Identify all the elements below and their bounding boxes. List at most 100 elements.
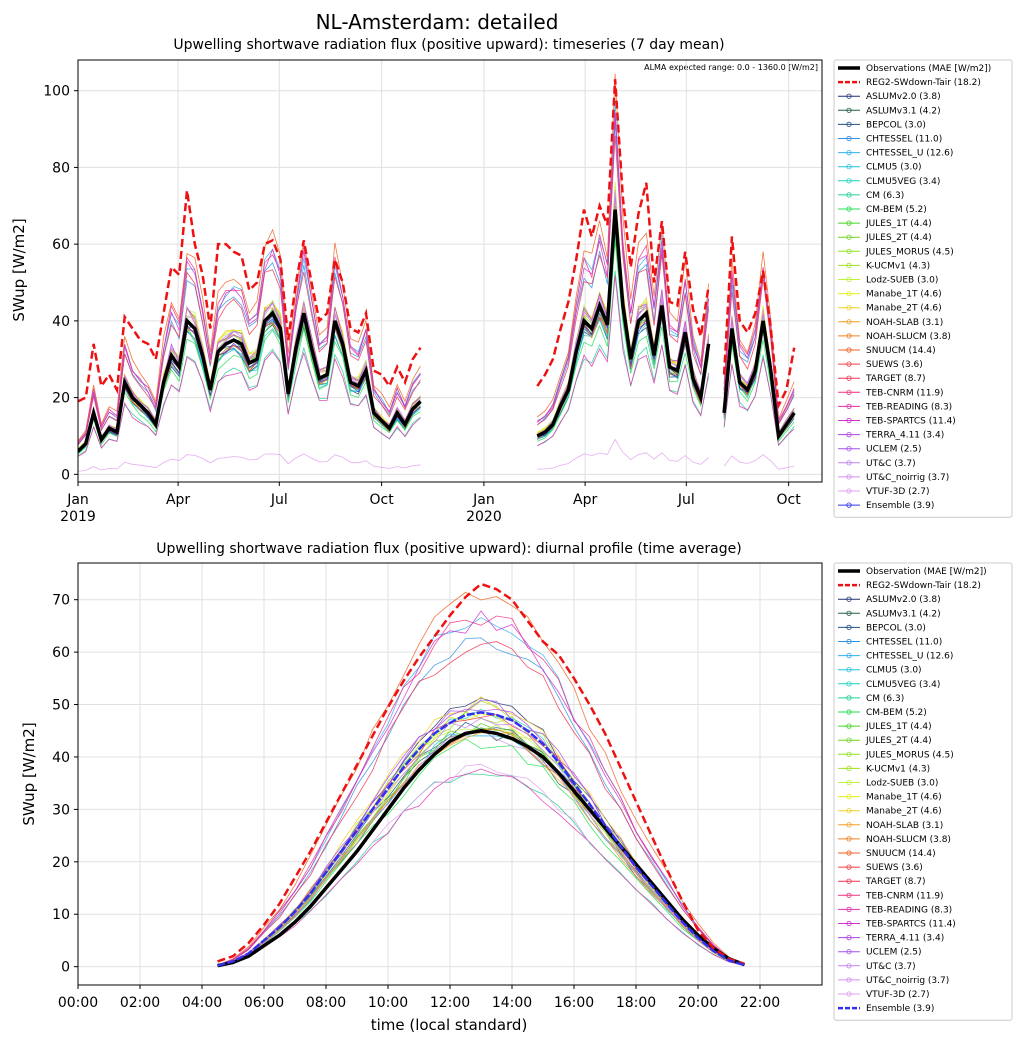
x-tick-label: Apr bbox=[166, 492, 190, 508]
legend-label-observations: Observations (MAE [W/m2]) bbox=[866, 64, 991, 74]
legend-label-ut-c: UT&C (3.7) bbox=[866, 962, 916, 972]
legend-marker bbox=[846, 206, 852, 212]
series-line-observations bbox=[78, 209, 796, 453]
legend-marker bbox=[846, 949, 852, 955]
legend-marker bbox=[846, 864, 852, 870]
x-tick-label: 04:00 bbox=[182, 995, 222, 1011]
legend-label-aslumv2-0: ASLUMv2.0 (3.8) bbox=[866, 92, 941, 102]
legend-label-vtuf-3d: VTUF-3D (2.7) bbox=[866, 990, 930, 1000]
legend-label-jules-1t: JULES_1T (4.4) bbox=[865, 722, 932, 732]
legend-marker bbox=[846, 446, 852, 452]
legend-frame bbox=[833, 59, 1013, 518]
series-line-teb-reading bbox=[78, 275, 795, 457]
legend-label-snuucm: SNUUCM (14.4) bbox=[866, 346, 936, 356]
legend: Observations (MAE [W/m2]) REG2-SWdown-Tai… bbox=[833, 59, 1013, 518]
legend-marker bbox=[846, 963, 852, 969]
legend-marker bbox=[846, 319, 852, 325]
legend-marker bbox=[846, 808, 852, 814]
series-line-lodz-sueb bbox=[217, 724, 745, 967]
legend-label-cm: CM (6.3) bbox=[866, 694, 904, 704]
legend-marker bbox=[846, 638, 852, 645]
legend-label-clmu5: CLMU5 (3.0) bbox=[866, 163, 922, 173]
x-tick-label: Jan bbox=[66, 492, 89, 508]
legend-marker bbox=[846, 164, 852, 170]
legend-label-target: TARGET (8.7) bbox=[865, 877, 926, 887]
legend-frame bbox=[833, 562, 1013, 1021]
x-tick-label: 10:00 bbox=[368, 995, 408, 1011]
series-line-snuucm bbox=[217, 591, 745, 966]
grid bbox=[77, 60, 822, 482]
legend-label-noah-slab: NOAH-SLAB (3.1) bbox=[866, 318, 943, 328]
legend-label-bepcol: BEPCOL (3.0) bbox=[866, 120, 926, 130]
legend-marker bbox=[846, 107, 852, 113]
legend-marker bbox=[846, 934, 852, 941]
legend-label-terra-4-11: TERRA_4.11 (3.4) bbox=[865, 431, 944, 441]
legend-marker bbox=[846, 135, 852, 142]
timeseries-range-annotation: ALMA expected range: 0.0 - 1360.0 [W/m2] bbox=[644, 63, 818, 72]
x-tick-label: 00:00 bbox=[58, 995, 98, 1011]
legend-label-chtessel: CHTESSEL (11.0) bbox=[866, 135, 942, 145]
legend-marker bbox=[846, 822, 852, 828]
y-tick-label: 40 bbox=[52, 750, 70, 766]
legend-marker bbox=[846, 220, 852, 226]
axes-frame bbox=[77, 59, 823, 483]
legend-label-aslumv3-1: ASLUMv3.1 (4.2) bbox=[866, 609, 941, 619]
legend-label-bepcol: BEPCOL (3.0) bbox=[866, 623, 926, 633]
legend-marker bbox=[846, 248, 852, 254]
x-tick-label: Jul bbox=[677, 492, 695, 508]
series-line-jules-morus bbox=[217, 711, 745, 966]
series-line-vtuf-3d bbox=[372, 763, 590, 843]
legend-marker bbox=[846, 375, 852, 381]
legend-marker bbox=[846, 737, 852, 743]
legend-label-manabe-2t: Manabe_2T (4.6) bbox=[866, 304, 942, 314]
legend-label-ensemble: Ensemble (3.9) bbox=[866, 1004, 934, 1014]
legend-marker bbox=[846, 192, 852, 198]
timeseries-panel: Upwelling shortwave radiation flux (posi… bbox=[10, 37, 1013, 525]
legend-marker bbox=[846, 779, 852, 786]
series-line-clmu5veg bbox=[217, 708, 745, 966]
legend-marker bbox=[846, 417, 852, 424]
plot-area bbox=[78, 73, 796, 472]
legend-marker bbox=[846, 624, 852, 631]
diurnal-title: Upwelling shortwave radiation flux (posi… bbox=[156, 541, 741, 557]
legend-marker bbox=[846, 502, 852, 508]
series-line-noah-slab bbox=[217, 731, 745, 967]
legend-label-teb-reading: TEB-READING (8.3) bbox=[865, 402, 952, 412]
legend-label-ut-c-noirrig: UT&C_noirrig (3.7) bbox=[866, 976, 949, 986]
y-tick-label: 60 bbox=[52, 237, 70, 253]
series-line-vtuf-3d bbox=[78, 438, 795, 472]
legend-marker bbox=[846, 709, 852, 715]
legend-marker bbox=[846, 652, 852, 659]
legend-label-terra-4-11: TERRA_4.11 (3.4) bbox=[865, 934, 944, 944]
series-line-teb-reading bbox=[217, 768, 745, 967]
grid bbox=[77, 563, 822, 985]
legend-marker bbox=[846, 793, 852, 800]
legend-label-ut-c-noirrig: UT&C_noirrig (3.7) bbox=[866, 473, 949, 483]
legend: Observation (MAE [W/m2]) REG2-SWdown-Tair… bbox=[833, 562, 1013, 1021]
series-line-ut-c bbox=[217, 717, 745, 966]
series-line-manabe-2t bbox=[217, 696, 745, 966]
series-line-target bbox=[217, 641, 745, 966]
x-tick-label: Apr bbox=[573, 492, 597, 508]
y-tick-label: 20 bbox=[52, 391, 70, 407]
legend-label-manabe-2t: Manabe_2T (4.6) bbox=[866, 807, 942, 817]
legend-label-teb-cnrm: TEB-CNRM (11.9) bbox=[865, 388, 944, 398]
legend-marker bbox=[846, 389, 852, 395]
legend-marker bbox=[846, 333, 852, 339]
legend-label-noah-slucm: NOAH-SLUCM (3.8) bbox=[866, 332, 951, 342]
series-line-jules-2t bbox=[217, 727, 745, 966]
legend-marker bbox=[846, 723, 852, 729]
legend-marker bbox=[846, 695, 852, 701]
legend-label-jules-1t: JULES_1T (4.4) bbox=[865, 219, 932, 229]
series-line-ut-c-noirrig bbox=[217, 729, 745, 967]
legend-label-jules-morus: JULES_MORUS (4.5) bbox=[865, 247, 954, 257]
legend-label-vtuf-3d: VTUF-3D (2.7) bbox=[866, 487, 930, 497]
legend-label-ensemble: Ensemble (3.9) bbox=[866, 501, 934, 511]
legend-label-clmu5veg: CLMU5VEG (3.4) bbox=[866, 177, 940, 187]
legend-label-k-ucmv1: K-UCMv1 (4.3) bbox=[866, 261, 930, 271]
legend-marker bbox=[846, 892, 852, 898]
legend-label-snuucm: SNUUCM (14.4) bbox=[866, 849, 936, 859]
y-tick-label: 40 bbox=[52, 314, 70, 330]
diurnal-ylabel: SWup [W/m2] bbox=[20, 722, 38, 825]
